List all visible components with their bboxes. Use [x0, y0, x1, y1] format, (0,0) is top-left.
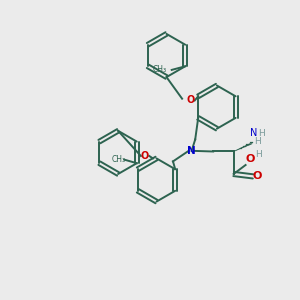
Text: H: H: [258, 129, 265, 138]
Text: CH₃: CH₃: [111, 155, 125, 164]
Text: CH₃: CH₃: [152, 65, 166, 74]
Polygon shape: [234, 144, 252, 152]
Text: O: O: [252, 171, 262, 181]
Text: O: O: [141, 151, 149, 161]
Text: O: O: [245, 154, 254, 164]
Text: H: H: [254, 137, 261, 146]
Text: O: O: [186, 95, 195, 106]
Text: N: N: [250, 128, 257, 138]
Text: N: N: [187, 146, 196, 156]
Text: H: H: [255, 150, 262, 159]
